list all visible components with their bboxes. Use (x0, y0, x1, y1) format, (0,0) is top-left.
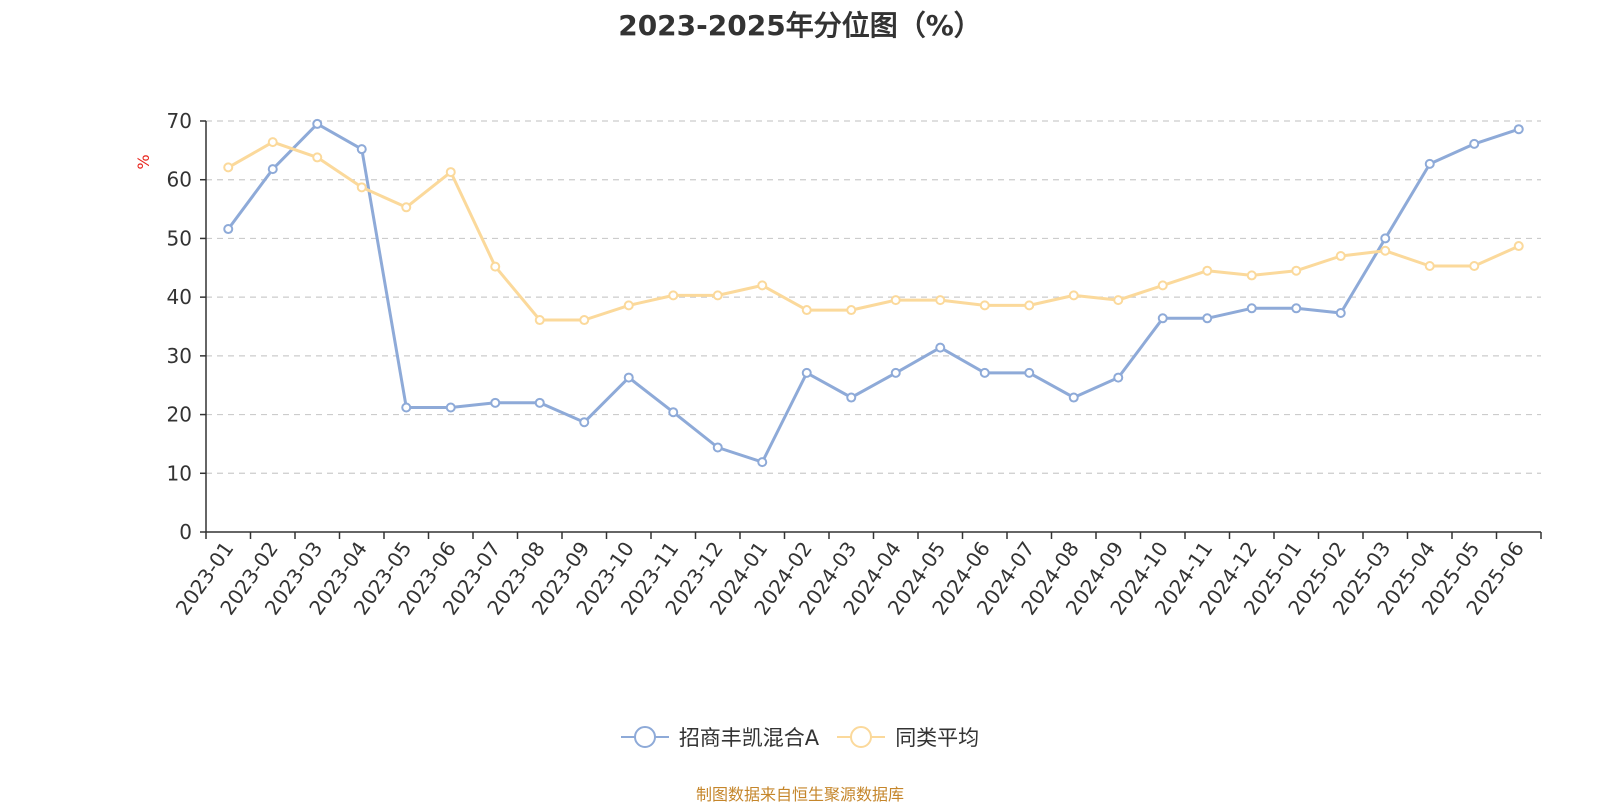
data-point-b[interactable] (445, 167, 456, 178)
y-tick-label: 60 (167, 168, 192, 192)
data-point-b[interactable] (668, 290, 679, 301)
data-point-a[interactable] (356, 144, 367, 155)
data-point-b[interactable] (1513, 241, 1524, 252)
data-point-b[interactable] (1424, 261, 1435, 272)
data-point-a[interactable] (1113, 372, 1124, 383)
data-point-a[interactable] (1469, 138, 1480, 149)
data-point-a[interactable] (1024, 367, 1035, 378)
source-note: 制图数据来自恒生聚源数据库 (695, 785, 904, 804)
data-point-a[interactable] (223, 224, 234, 235)
data-point-a[interactable] (890, 367, 901, 378)
chart-title: 2023-2025年分位图（%） (618, 9, 982, 42)
data-point-a[interactable] (579, 417, 590, 428)
data-point-b[interactable] (623, 300, 634, 311)
data-point-b[interactable] (712, 290, 723, 301)
data-point-b[interactable] (1068, 290, 1079, 301)
y-axis-label: % (134, 154, 153, 169)
y-tick-label: 70 (167, 109, 192, 133)
data-point-b[interactable] (312, 152, 323, 163)
data-point-b[interactable] (1024, 300, 1035, 311)
y-tick-label: 10 (167, 461, 192, 485)
data-point-b[interactable] (1335, 251, 1346, 262)
data-point-b[interactable] (757, 280, 768, 291)
data-point-a[interactable] (267, 164, 278, 175)
data-point-a[interactable] (623, 372, 634, 383)
data-point-b[interactable] (890, 295, 901, 306)
data-point-b[interactable] (935, 295, 946, 306)
data-point-a[interactable] (1424, 158, 1435, 169)
data-point-a[interactable] (312, 118, 323, 129)
y-tick-label: 40 (167, 285, 192, 309)
data-point-b[interactable] (846, 305, 857, 316)
data-point-b[interactable] (1202, 265, 1213, 276)
data-point-b[interactable] (1291, 265, 1302, 276)
data-point-a[interactable] (1068, 392, 1079, 403)
y-tick-label: 30 (167, 344, 192, 368)
data-point-b[interactable] (1246, 270, 1257, 281)
data-point-a[interactable] (1513, 124, 1524, 135)
legend-swatch-series-b (837, 726, 886, 748)
data-point-b[interactable] (490, 261, 501, 272)
legend-label-series-a: 招商丰凯混合A (678, 726, 820, 750)
data-point-a[interactable] (1202, 313, 1213, 324)
data-point-b[interactable] (579, 315, 590, 326)
data-point-b[interactable] (401, 202, 412, 213)
data-point-b[interactable] (801, 305, 812, 316)
data-point-b[interactable] (1157, 280, 1168, 291)
data-point-b[interactable] (1469, 261, 1480, 272)
data-point-a[interactable] (1246, 303, 1257, 314)
data-point-a[interactable] (846, 392, 857, 403)
data-point-b[interactable] (534, 315, 545, 326)
data-point-a[interactable] (1335, 307, 1346, 318)
data-point-b[interactable] (1380, 245, 1391, 256)
data-point-a[interactable] (979, 367, 990, 378)
data-point-b[interactable] (979, 300, 990, 311)
series-line-b (227, 140, 1520, 322)
legend-item-series-b[interactable]: 同类平均 (837, 722, 979, 752)
data-point-a[interactable] (712, 442, 723, 453)
data-point-a[interactable] (1380, 233, 1391, 244)
y-tick-label: 50 (167, 226, 192, 250)
data-point-a[interactable] (668, 407, 679, 418)
data-point-a[interactable] (757, 457, 768, 468)
legend-label-series-b: 同类平均 (895, 726, 980, 750)
data-point-b[interactable] (1113, 295, 1124, 306)
data-point-a[interactable] (490, 397, 501, 408)
data-point-b[interactable] (223, 162, 234, 173)
data-point-b[interactable] (267, 137, 278, 148)
legend-swatch-series-a (620, 726, 669, 748)
data-point-a[interactable] (445, 402, 456, 413)
data-point-a[interactable] (534, 397, 545, 408)
y-tick-label: 0 (179, 520, 192, 544)
legend-item-series-a[interactable]: 招商丰凯混合A (620, 722, 820, 752)
legend: 招商丰凯混合A 同类平均 (0, 720, 1600, 754)
series-line-a (227, 122, 1520, 464)
data-point-a[interactable] (935, 342, 946, 353)
data-point-a[interactable] (1157, 313, 1168, 324)
data-point-a[interactable] (801, 367, 812, 378)
data-point-a[interactable] (401, 402, 412, 413)
y-tick-label: 20 (167, 403, 192, 427)
data-point-a[interactable] (1291, 303, 1302, 314)
data-point-b[interactable] (356, 182, 367, 193)
